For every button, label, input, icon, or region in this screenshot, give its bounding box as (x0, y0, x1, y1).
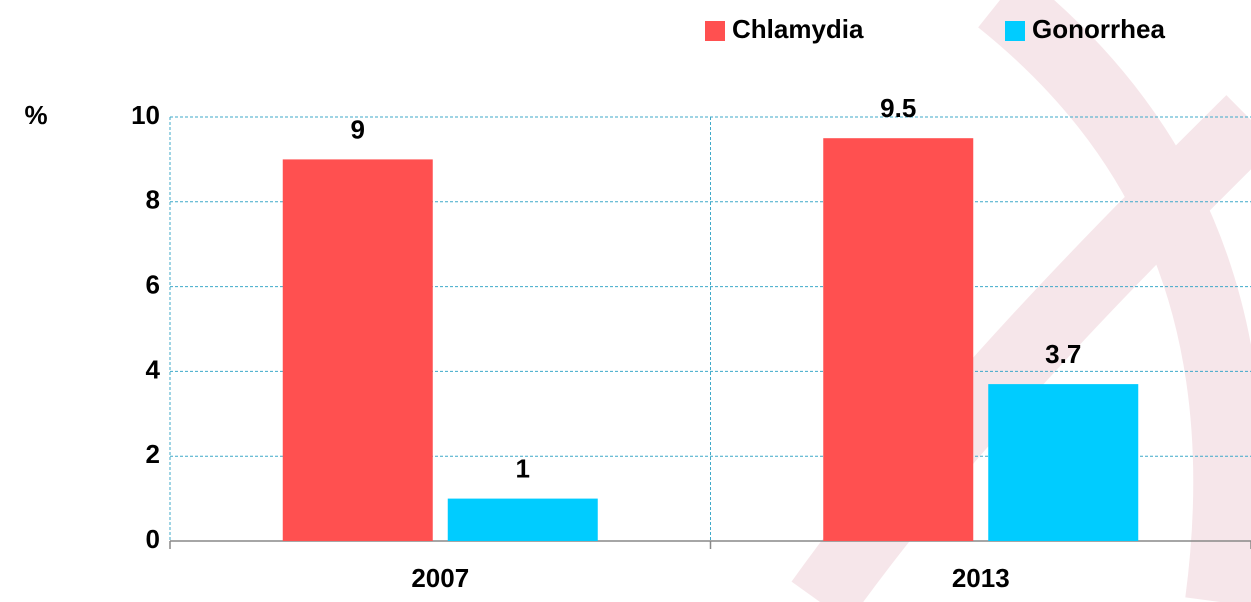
bar (283, 159, 433, 541)
y-tick-label: 4 (146, 354, 161, 384)
x-tick-label: 2013 (952, 563, 1010, 593)
bar (448, 499, 598, 541)
bar (823, 138, 973, 541)
y-tick-label: 6 (146, 269, 160, 299)
y-axis-label: % (24, 100, 47, 130)
value-label: 3.7 (1045, 339, 1081, 369)
legend-swatch (1005, 21, 1025, 41)
value-label: 1 (516, 453, 530, 483)
value-label: 9 (351, 114, 365, 144)
bar (988, 384, 1138, 541)
y-tick-label: 8 (146, 185, 160, 215)
y-tick-label: 2 (146, 439, 160, 469)
legend-label: Gonorrhea (1032, 14, 1165, 44)
y-tick-label: 10 (131, 100, 160, 130)
legend-label: Chlamydia (732, 14, 864, 44)
value-label: 9.5 (880, 93, 916, 123)
y-tick-label: 0 (146, 524, 160, 554)
legend-swatch (705, 21, 725, 41)
x-tick-label: 2007 (411, 563, 469, 593)
chart: % 0 2 4 6 8 10 2007 9 1 2013 9.5 3.7 Chlamydia Gonorr… (0, 0, 1251, 602)
